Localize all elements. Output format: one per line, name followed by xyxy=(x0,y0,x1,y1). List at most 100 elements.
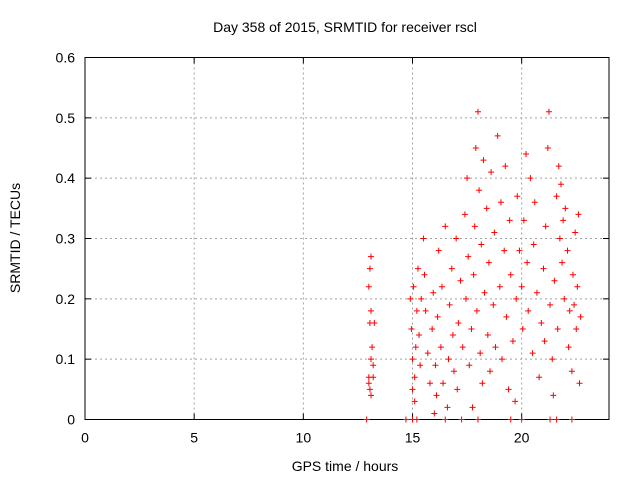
data-point xyxy=(473,307,480,314)
grid xyxy=(85,57,609,420)
x-tick-label: 10 xyxy=(296,430,312,446)
data-point xyxy=(429,326,436,332)
data-point xyxy=(488,169,495,176)
x-tick-label: 20 xyxy=(514,430,530,446)
data-point xyxy=(547,416,554,423)
data-point xyxy=(416,332,423,339)
data-point xyxy=(497,199,504,206)
data-point xyxy=(422,307,429,314)
data-point xyxy=(538,319,545,326)
data-point xyxy=(481,289,488,296)
data-point xyxy=(411,398,418,405)
data-point xyxy=(516,247,523,254)
data-point xyxy=(365,380,372,387)
y-tick-label: 0 xyxy=(67,412,75,428)
data-point xyxy=(368,253,375,260)
data-point xyxy=(555,163,562,170)
data-point xyxy=(565,344,572,351)
data-point xyxy=(462,295,469,302)
data-point xyxy=(492,344,499,351)
data-point xyxy=(507,271,514,278)
data-point xyxy=(483,205,490,212)
data-point xyxy=(477,350,484,357)
data-point xyxy=(520,217,527,224)
data-point xyxy=(445,356,452,363)
data-point xyxy=(450,368,457,375)
data-point xyxy=(514,193,521,200)
data-point xyxy=(442,223,449,230)
data-point xyxy=(440,380,447,387)
data-point xyxy=(518,283,525,290)
y-axis: 0 0.1 0.2 0.3 0.4 0.5 0.6 xyxy=(56,50,609,428)
data-point xyxy=(512,398,519,405)
data-point xyxy=(575,211,582,218)
data-point xyxy=(499,356,506,363)
data-point xyxy=(524,259,531,266)
data-point xyxy=(523,151,530,158)
data-point xyxy=(475,416,481,423)
data-point xyxy=(564,247,571,254)
data-point xyxy=(418,295,425,302)
data-point xyxy=(370,374,377,381)
data-point xyxy=(409,356,416,363)
data-point xyxy=(420,235,427,242)
y-tick-label: 0.6 xyxy=(56,50,76,66)
data-point xyxy=(366,386,373,393)
data-point xyxy=(435,247,442,254)
data-point xyxy=(560,217,567,224)
data-point xyxy=(365,283,372,290)
data-point xyxy=(559,259,566,266)
data-point xyxy=(525,307,532,314)
x-tick-label: 5 xyxy=(190,430,198,446)
data-point xyxy=(368,356,375,363)
data-point xyxy=(402,416,409,423)
data-point xyxy=(518,416,525,423)
data-point xyxy=(366,265,373,272)
data-point xyxy=(433,392,440,399)
data-point xyxy=(431,410,438,417)
data-point xyxy=(542,223,549,230)
y-tick-label: 0.5 xyxy=(56,110,76,126)
data-point xyxy=(566,307,573,314)
data-point xyxy=(412,344,419,351)
data-point xyxy=(430,289,437,296)
data-point xyxy=(413,307,420,314)
data-point xyxy=(458,416,465,423)
data-point xyxy=(553,416,560,423)
data-point xyxy=(414,265,421,272)
data-point xyxy=(466,362,473,369)
data-point xyxy=(468,326,475,332)
data-point xyxy=(562,205,569,212)
data-point xyxy=(556,235,563,242)
data-point xyxy=(519,326,526,332)
data-point xyxy=(572,229,579,236)
data-point xyxy=(461,211,468,218)
data-point xyxy=(475,108,481,115)
data-point xyxy=(561,295,568,302)
data-point xyxy=(446,301,453,308)
data-point xyxy=(426,380,433,387)
data-point xyxy=(370,362,377,369)
data-point xyxy=(437,344,444,351)
data-point xyxy=(369,344,376,351)
data-point xyxy=(569,271,576,278)
data-point xyxy=(476,187,483,194)
data-point xyxy=(449,332,456,339)
data-point xyxy=(494,132,501,139)
data-point xyxy=(459,344,466,351)
data-point xyxy=(490,301,497,308)
data-point xyxy=(531,199,538,206)
x-tick-label: 0 xyxy=(81,430,89,446)
data-point xyxy=(438,283,445,290)
y-tick-label: 0.4 xyxy=(56,170,76,186)
data-point xyxy=(540,265,547,272)
data-point xyxy=(363,416,370,423)
data-point xyxy=(455,319,462,326)
data-point xyxy=(544,145,551,151)
data-point xyxy=(485,259,492,266)
data-point xyxy=(576,380,583,387)
data-point xyxy=(368,307,375,314)
data-point xyxy=(465,253,472,260)
data-point xyxy=(408,326,415,332)
